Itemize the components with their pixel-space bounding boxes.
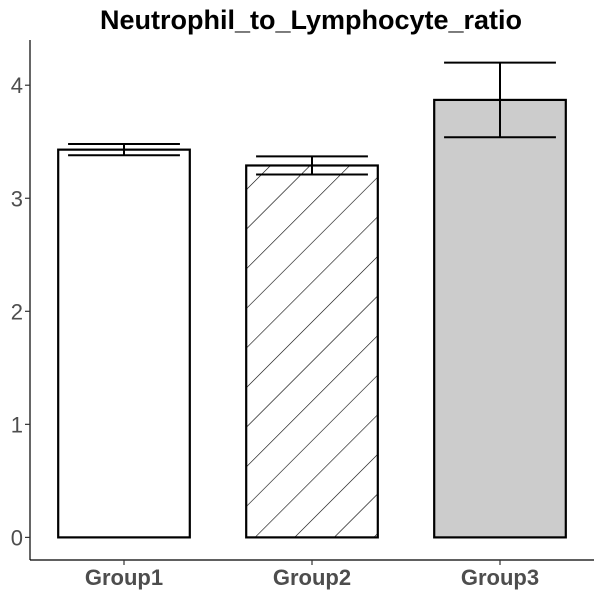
y-tick-label: 3 (11, 186, 23, 211)
bar-group1 (57, 148, 191, 539)
plot-area (57, 61, 567, 539)
bar-group3 (433, 98, 567, 539)
y-tick-label: 2 (11, 299, 23, 324)
y-tick-label: 1 (11, 412, 23, 437)
chart-title: Neutrophil_to_Lymphocyte_ratio (100, 5, 522, 35)
bar-group2 (245, 164, 379, 539)
error-bar-group2 (256, 155, 368, 176)
y-axis: 0 1 2 3 4 (11, 73, 30, 550)
y-tick-label: 4 (11, 73, 23, 98)
error-bar-group3 (444, 61, 556, 139)
x-tick-label: Group3 (461, 565, 539, 590)
y-tick-label: 0 (11, 525, 23, 550)
error-bar-group1 (68, 143, 180, 157)
x-tick-label: Group2 (273, 565, 351, 590)
x-axis: Group1 Group2 Group3 (85, 560, 539, 590)
x-tick-label: Group1 (85, 565, 163, 590)
